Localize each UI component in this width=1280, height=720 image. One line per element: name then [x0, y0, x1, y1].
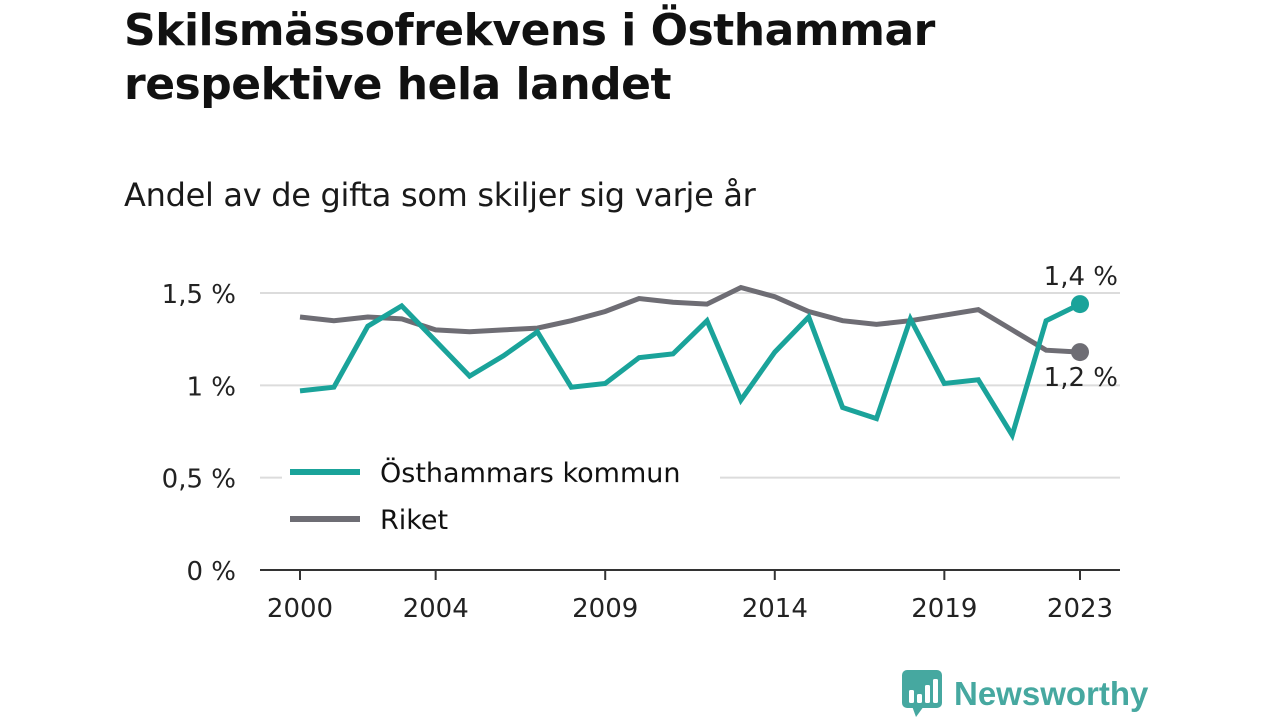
end-label-osthammar: 1,4 %: [1044, 262, 1118, 292]
series-end-dot-riket: [1071, 343, 1089, 362]
chart-subtitle: Andel av de gifta som skiljer sig varje …: [124, 176, 756, 214]
y-tick-label: 1,5 %: [162, 280, 236, 310]
chart-title: Skilsmässofrekvens i Östhammar respektiv…: [124, 5, 935, 110]
x-tick-label: 2014: [742, 594, 808, 624]
y-tick-label: 0 %: [186, 557, 236, 587]
series-line-riket: [299, 284, 1081, 355]
series-line-osthammar: [299, 301, 1082, 442]
x-tick-label: 2023: [1047, 594, 1113, 624]
newsworthy-logo: Newsworthy: [902, 670, 1148, 718]
end-labels: 1,4 % 1,2 %: [1044, 262, 1118, 393]
newsworthy-logo-icon: [902, 670, 942, 717]
y-tick-label: 1 %: [186, 372, 236, 402]
legend-label-riket: Riket: [380, 505, 448, 536]
legend-background: [282, 448, 720, 544]
y-axis-ticks: 0 % 0,5 % 1 % 1,5 %: [162, 280, 236, 587]
end-label-riket: 1,2 %: [1044, 363, 1118, 393]
brand-name: Newsworthy: [954, 675, 1149, 712]
legend-label-osthammar: Östhammars kommun: [380, 457, 680, 489]
x-tick-label: 2019: [911, 594, 977, 624]
x-tick-label: 2000: [267, 594, 333, 624]
series-end-dot-osthammar: [1071, 295, 1089, 314]
x-tick-label: 2004: [403, 594, 469, 624]
series-lines: [299, 284, 1089, 442]
y-tick-label: 0,5 %: [162, 465, 236, 495]
x-axis: 2000 2004 2009 2014 2019 2023: [260, 569, 1120, 624]
x-tick-label: 2009: [572, 594, 638, 624]
legend: Östhammars kommun Riket: [282, 448, 720, 544]
